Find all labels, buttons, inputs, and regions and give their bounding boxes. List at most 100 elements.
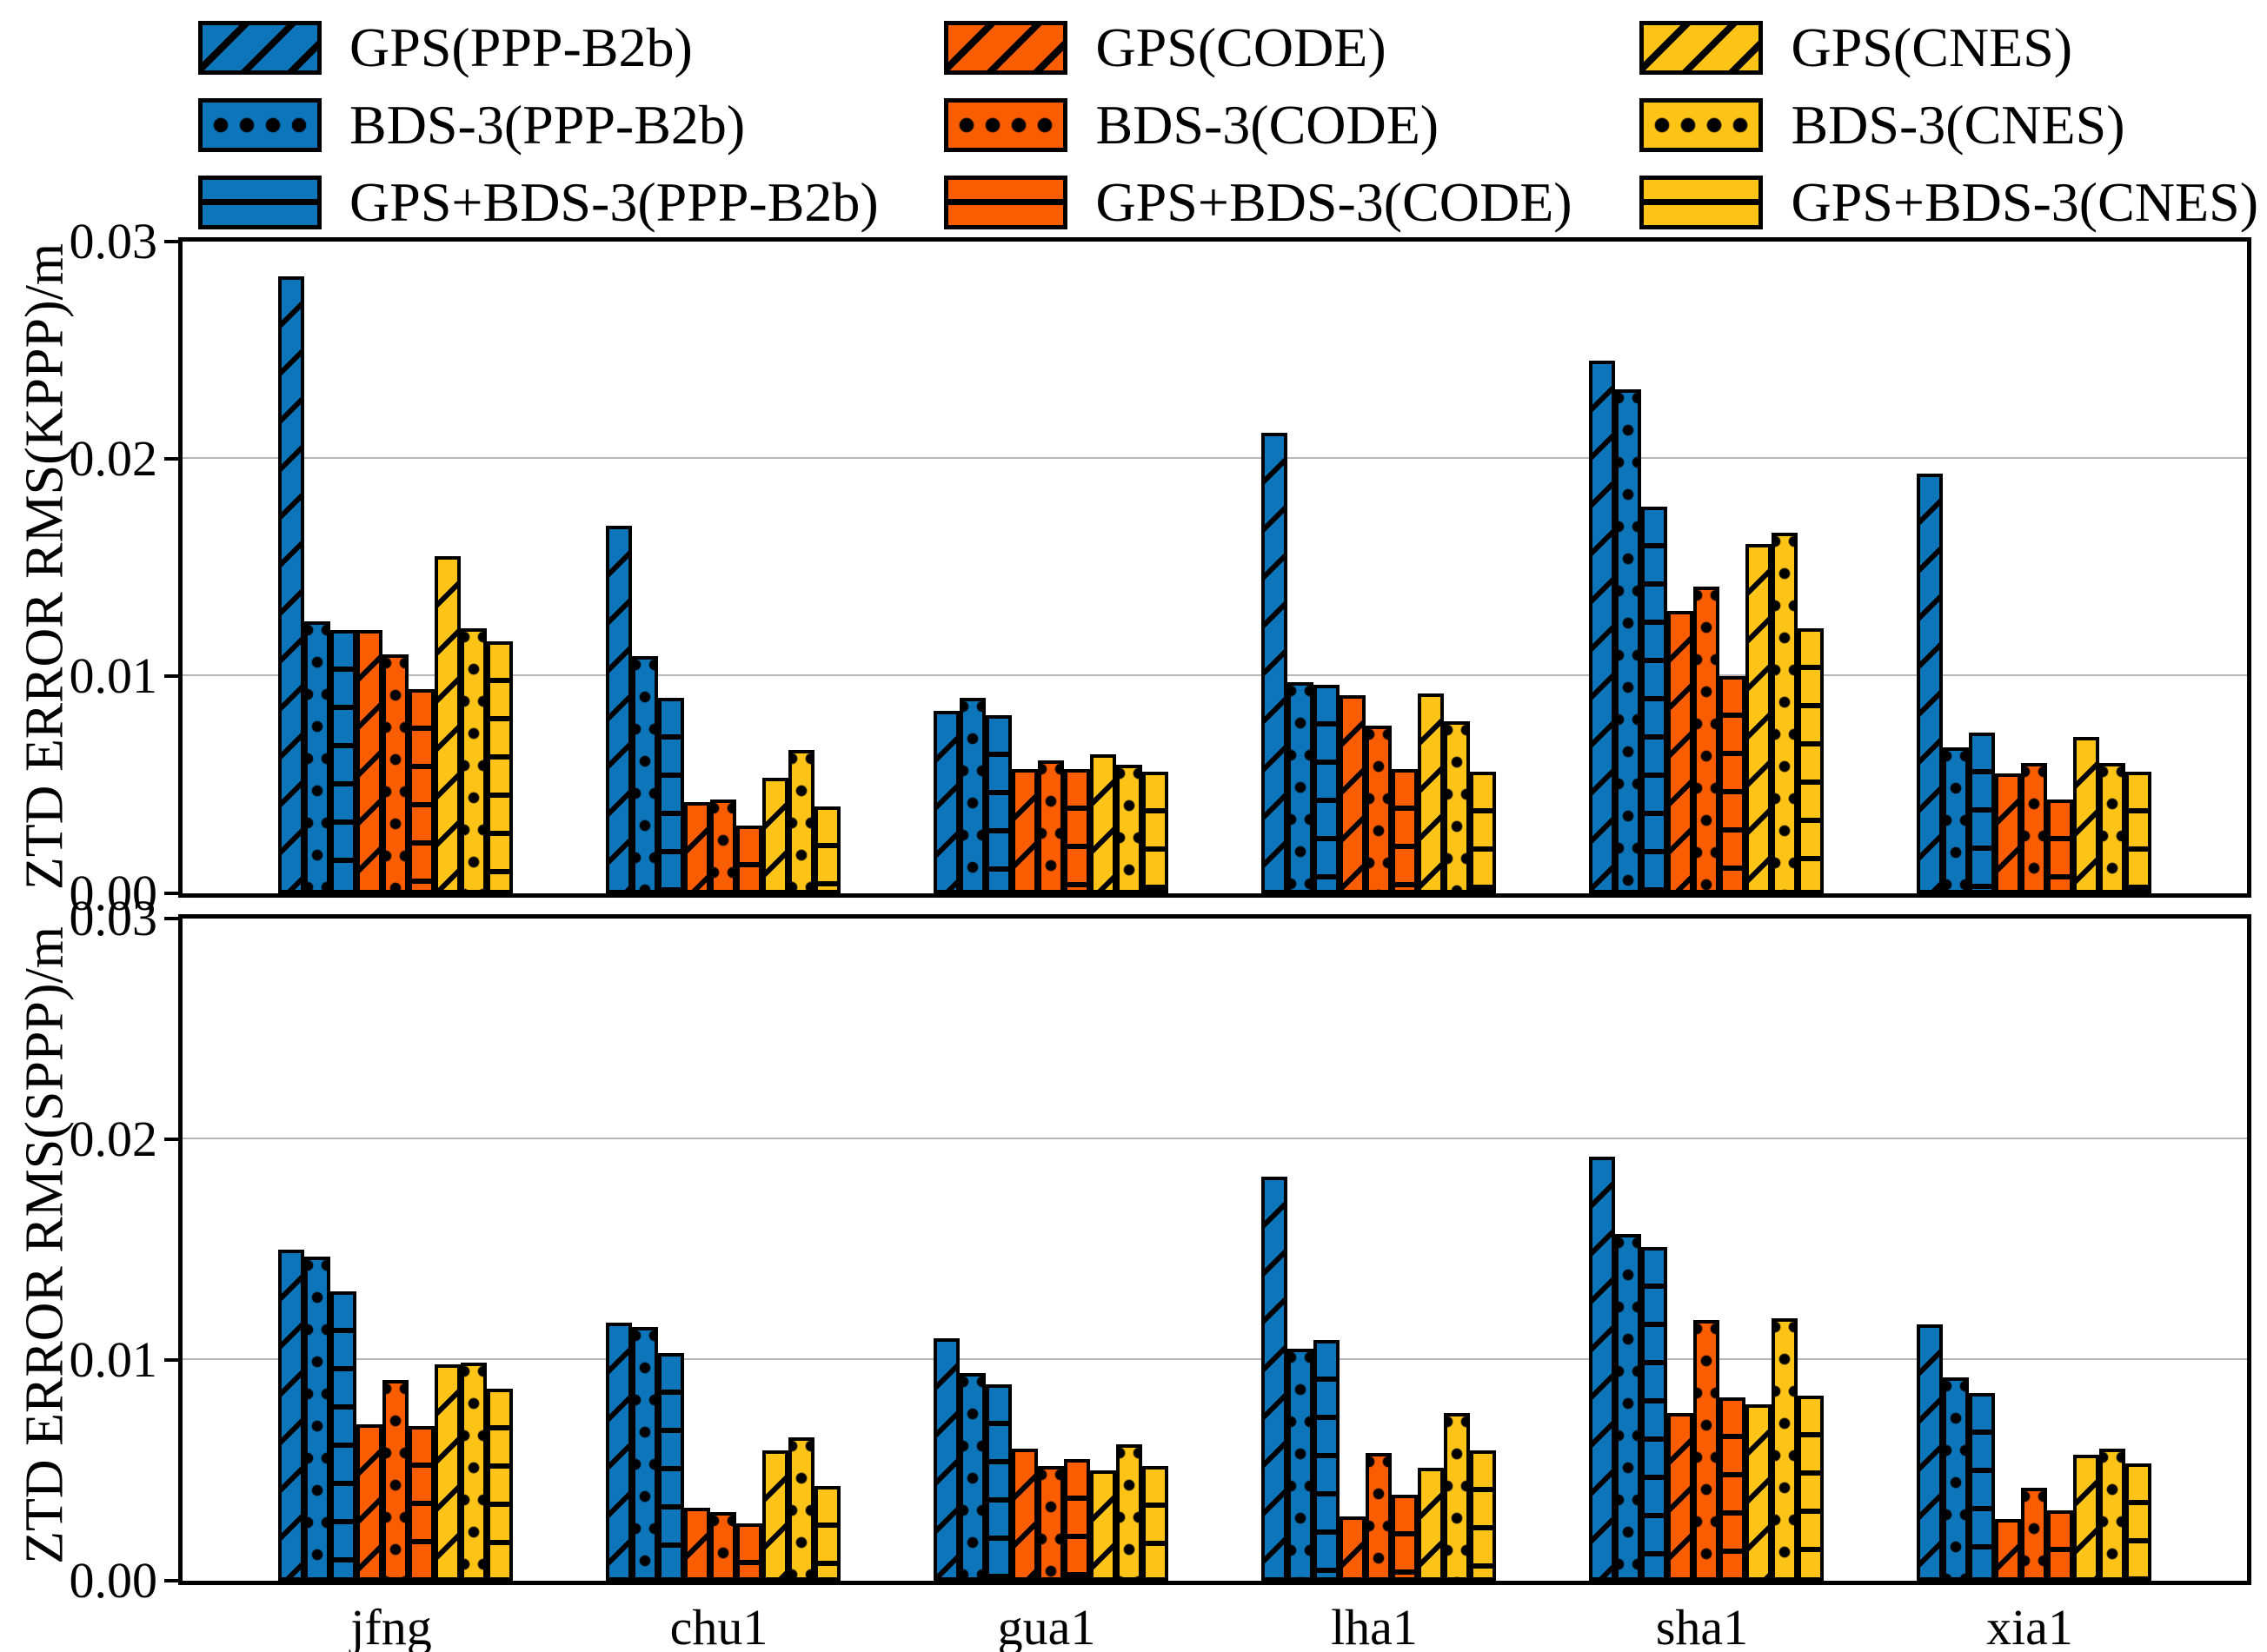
y-axis-label-sppp: ZTD ERROR RMS(SPPP)/m — [15, 926, 75, 1564]
bar-chu1-GPS(CNES) — [762, 1450, 788, 1581]
bar-gua1-GPS+BDS-3(CODE) — [1064, 769, 1090, 893]
bar-jfng-BDS-3(CODE) — [382, 1380, 409, 1581]
x-category-label-lha1: lha1 — [1331, 1599, 1418, 1652]
bar-chu1-GPS+BDS-3(CNES) — [814, 806, 841, 893]
bar-sha1-GPS(CNES) — [1745, 1404, 1772, 1581]
bar-gua1-GPS(PPP-B2b) — [934, 711, 960, 893]
bar-jfng-BDS-3(CNES) — [461, 628, 487, 893]
y-tick-mark — [164, 1358, 180, 1362]
bar-gua1-GPS(CODE) — [1012, 1449, 1038, 1581]
legend-swatch-horizontal-icon — [944, 175, 1068, 229]
bar-gua1-BDS-3(CODE) — [1038, 1466, 1064, 1581]
bar-lha1-BDS-3(PPP-B2b) — [1287, 682, 1313, 893]
bar-chu1-GPS+BDS-3(CODE) — [736, 826, 762, 893]
bar-xia1-GPS(CODE) — [1995, 773, 2021, 893]
bar-chu1-BDS-3(CODE) — [710, 799, 736, 893]
legend-label: GPS+BDS-3(PPP-B2b) — [349, 170, 879, 233]
y-tick-label: 0.03 — [69, 213, 158, 269]
bar-lha1-BDS-3(CODE) — [1366, 726, 1392, 893]
bar-chu1-GPS(CODE) — [684, 802, 710, 893]
x-category-label-gua1: gua1 — [997, 1599, 1096, 1652]
bar-gua1-GPS(CNES) — [1090, 1470, 1116, 1581]
bar-gua1-GPS(CODE) — [1012, 769, 1038, 893]
bar-jfng-GPS(CODE) — [356, 630, 382, 893]
bar-sha1-BDS-3(CNES) — [1772, 533, 1798, 893]
bar-xia1-GPS(CODE) — [1995, 1519, 2021, 1581]
legend-label: GPS(CODE) — [1095, 16, 1386, 78]
bar-lha1-GPS(CODE) — [1340, 1516, 1366, 1581]
plot-area-kppp — [178, 237, 2251, 898]
bar-xia1-BDS-3(CNES) — [2099, 763, 2125, 893]
y-tick-mark — [164, 674, 180, 678]
bar-gua1-BDS-3(CNES) — [1116, 1444, 1142, 1581]
legend-swatch-dots-icon — [198, 97, 322, 152]
bar-xia1-GPS+BDS-3(CODE) — [2047, 799, 2073, 893]
legend-label: GPS+BDS-3(CNES) — [1791, 170, 2258, 233]
bar-gua1-BDS-3(PPP-B2b) — [960, 698, 986, 893]
legend-swatch-diagonal-icon — [198, 20, 322, 75]
legend-item: GPS(PPP-B2b) — [198, 9, 944, 86]
bar-xia1-BDS-3(PPP-B2b) — [1943, 1377, 1969, 1581]
bar-sha1-BDS-3(PPP-B2b) — [1615, 1234, 1641, 1581]
bar-gua1-GPS+BDS-3(PPP-B2b) — [986, 1384, 1012, 1581]
legend-item: GPS(CODE) — [944, 9, 1639, 86]
legend-label: GPS(PPP-B2b) — [349, 16, 693, 78]
bar-xia1-BDS-3(PPP-B2b) — [1943, 747, 1969, 893]
y-axis-label-kppp: ZTD ERROR RMS(KPPP)/m — [15, 242, 75, 891]
bar-gua1-GPS+BDS-3(PPP-B2b) — [986, 715, 1012, 893]
y-tick-mark — [164, 240, 180, 243]
bar-jfng-GPS(PPP-B2b) — [278, 1250, 304, 1581]
bar-jfng-GPS+BDS-3(CNES) — [487, 641, 513, 893]
bar-sha1-GPS(PPP-B2b) — [1589, 1157, 1615, 1581]
legend-swatch-horizontal-icon — [198, 175, 322, 229]
legend-swatch-dots-icon — [944, 97, 1068, 152]
y-tick-mark — [164, 892, 180, 895]
bar-sha1-BDS-3(CODE) — [1693, 1320, 1719, 1581]
bar-xia1-GPS+BDS-3(PPP-B2b) — [1969, 1393, 1995, 1581]
bar-chu1-BDS-3(CNES) — [788, 1437, 814, 1581]
legend-column-cnes: GPS(CNES) BDS-3(CNES) GPS+BDS-3(CNES) — [1639, 9, 2258, 241]
bar-jfng-BDS-3(PPP-B2b) — [304, 621, 330, 893]
legend-item: GPS+BDS-3(CODE) — [944, 163, 1639, 241]
bar-chu1-BDS-3(PPP-B2b) — [632, 656, 658, 893]
bar-xia1-BDS-3(CNES) — [2099, 1449, 2125, 1581]
bar-chu1-BDS-3(CNES) — [788, 750, 814, 893]
bar-lha1-GPS(CNES) — [1418, 693, 1444, 893]
legend-label: BDS-3(CODE) — [1095, 93, 1439, 156]
plot-area-sppp — [178, 914, 2251, 1585]
bar-jfng-GPS(CNES) — [435, 556, 461, 893]
bar-gua1-BDS-3(CODE) — [1038, 760, 1064, 893]
bar-chu1-GPS+BDS-3(PPP-B2b) — [658, 1353, 684, 1581]
legend-column-ppp-b2b: GPS(PPP-B2b) BDS-3(PPP-B2b) GPS+BDS-3(PPP-… — [198, 9, 944, 241]
x-category-label-xia1: xia1 — [1986, 1599, 2073, 1652]
x-category-label-sha1: sha1 — [1655, 1599, 1749, 1652]
bar-gua1-BDS-3(PPP-B2b) — [960, 1373, 986, 1581]
bar-sha1-GPS(CNES) — [1745, 544, 1772, 893]
legend-item: GPS(CNES) — [1639, 9, 2258, 86]
bar-sha1-BDS-3(CNES) — [1772, 1318, 1798, 1581]
bar-gua1-GPS+BDS-3(CODE) — [1064, 1459, 1090, 1581]
legend-column-code: GPS(CODE) BDS-3(CODE) GPS+BDS-3(CODE) — [944, 9, 1639, 241]
y-tick-mark — [164, 917, 180, 920]
bar-xia1-GPS(CNES) — [2073, 737, 2099, 893]
legend-item: BDS-3(PPP-B2b) — [198, 86, 944, 163]
legend-item: GPS+BDS-3(CNES) — [1639, 163, 2258, 241]
bar-sha1-GPS(CODE) — [1667, 1413, 1693, 1581]
bar-sha1-BDS-3(CODE) — [1693, 587, 1719, 893]
bar-xia1-GPS+BDS-3(PPP-B2b) — [1969, 733, 1995, 893]
y-tick-label: 0.02 — [69, 430, 158, 487]
legend-item: BDS-3(CODE) — [944, 86, 1639, 163]
bar-xia1-BDS-3(CODE) — [2021, 763, 2047, 893]
bar-lha1-GPS+BDS-3(PPP-B2b) — [1313, 1340, 1340, 1581]
bar-chu1-GPS+BDS-3(CNES) — [814, 1486, 841, 1581]
y-tick-label: 0.00 — [69, 1552, 158, 1609]
bar-jfng-GPS+BDS-3(PPP-B2b) — [330, 1291, 356, 1581]
x-category-label-chu1: chu1 — [669, 1599, 768, 1652]
bar-xia1-GPS(PPP-B2b) — [1917, 474, 1943, 893]
bar-jfng-GPS+BDS-3(PPP-B2b) — [330, 630, 356, 893]
bar-chu1-BDS-3(PPP-B2b) — [632, 1327, 658, 1581]
bar-lha1-GPS+BDS-3(PPP-B2b) — [1313, 685, 1340, 893]
legend-label: BDS-3(CNES) — [1791, 93, 2125, 156]
bar-jfng-GPS(PPP-B2b) — [278, 276, 304, 893]
